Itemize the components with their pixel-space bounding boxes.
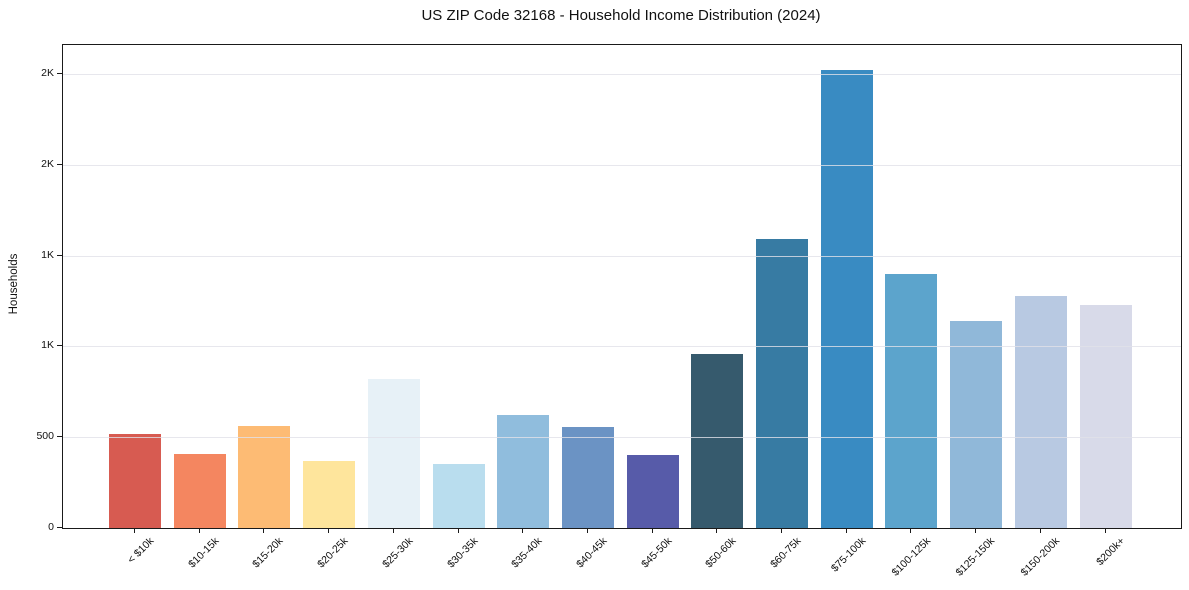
- y-axis-tick: [57, 73, 62, 75]
- y-tick-label: 2K: [41, 157, 54, 170]
- x-tick-label: $150-200k: [1018, 535, 1063, 579]
- y-tick-label: 2K: [41, 67, 54, 80]
- bar-6: [432, 464, 485, 528]
- x-axis-tick: [781, 528, 782, 533]
- x-axis-tick: [457, 528, 459, 533]
- bar-4: [303, 461, 356, 528]
- x-tick-label: $15-20k: [250, 535, 286, 571]
- y-axis-tick: [57, 254, 62, 256]
- bar-13: [885, 274, 938, 528]
- chart-title: US ZIP Code 32168 - Household Income Dis…: [421, 7, 821, 24]
- gridline: [63, 346, 1181, 348]
- y-tick-label: 500: [36, 430, 54, 443]
- bar-11: [756, 239, 808, 528]
- bar-1: [109, 434, 161, 528]
- bar-14: [950, 321, 1003, 528]
- bar-8: [561, 427, 614, 528]
- y-axis-tick: [57, 436, 62, 438]
- bar-16: [1079, 305, 1132, 528]
- y-axis-tick: [57, 527, 62, 528]
- y-tick-label: 1K: [41, 248, 54, 261]
- bar-9: [626, 455, 679, 528]
- y-tick-label: 1K: [41, 339, 54, 352]
- x-tick-label: $60-75k: [768, 535, 804, 571]
- bar-5: [367, 379, 420, 528]
- x-axis-tick: [134, 528, 135, 533]
- x-axis-tick: [392, 528, 394, 533]
- x-axis-tick: [651, 528, 653, 533]
- plot-area: [62, 44, 1182, 529]
- y-axis-tick: [57, 163, 62, 165]
- x-tick-label: $125-150k: [954, 535, 998, 579]
- x-tick-label: $200k+: [1093, 535, 1127, 569]
- x-tick-label: $35-40k: [509, 535, 545, 571]
- x-axis-tick: [975, 528, 977, 533]
- gridline: [63, 255, 1181, 257]
- x-tick-label: < $10k: [125, 535, 157, 566]
- x-axis-tick: [586, 528, 588, 533]
- bar-10: [691, 354, 744, 528]
- x-tick-label: $75-100k: [828, 535, 869, 575]
- bar-12: [820, 70, 873, 528]
- x-axis-tick: [845, 528, 847, 533]
- gridline: [63, 164, 1181, 166]
- bar-15: [1014, 296, 1067, 528]
- x-axis-tick: [328, 528, 330, 533]
- x-axis-tick: [1104, 528, 1106, 533]
- x-axis-tick: [198, 528, 200, 533]
- x-tick-label: $20-25k: [315, 535, 351, 571]
- x-axis-tick: [910, 528, 912, 533]
- bar-7: [497, 415, 550, 528]
- y-axis-tick: [57, 345, 62, 347]
- bar-2: [173, 454, 226, 528]
- bar-3: [238, 426, 291, 528]
- gridline: [63, 437, 1181, 439]
- x-tick-label: $40-45k: [574, 535, 610, 571]
- x-axis-tick: [263, 528, 265, 533]
- x-tick-label: $10-15k: [185, 535, 222, 571]
- x-axis-tick: [522, 528, 524, 533]
- x-tick-label: $45-50k: [638, 535, 675, 571]
- x-tick-label: $100-125k: [889, 535, 933, 579]
- x-tick-label: $25-30k: [379, 535, 416, 571]
- x-tick-label: $50-60k: [703, 535, 739, 571]
- y-tick-label: 0: [48, 521, 54, 533]
- x-axis-tick: [716, 528, 718, 533]
- x-axis-tick: [1039, 528, 1041, 533]
- gridline: [63, 74, 1181, 76]
- x-tick-label: $30-35k: [444, 535, 480, 571]
